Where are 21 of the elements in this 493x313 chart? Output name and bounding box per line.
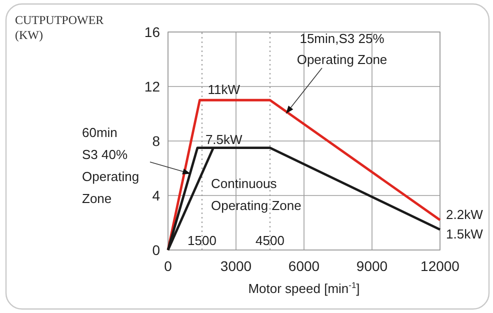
y-axis-title: CUTPUTPOWER (KW) xyxy=(15,13,104,42)
annotation: 1.5kW xyxy=(446,226,484,242)
annotation: 2.2kW xyxy=(446,207,484,222)
y-tick-label: 8 xyxy=(152,132,160,149)
x-tick-label: 6000 xyxy=(288,258,320,274)
y-tick-label: 16 xyxy=(144,24,160,40)
annotation: 60min S3 40% Operating Zone xyxy=(82,125,140,206)
annotation: 15min,S3 25% Operating Zone xyxy=(296,31,388,67)
y-tick-label: 4 xyxy=(152,187,160,204)
x-tick-label: 12000 xyxy=(420,258,460,274)
ref-line-label: 4500 xyxy=(256,233,284,248)
x-axis-title: Motor speed [min$^{-1}$] xyxy=(248,280,360,296)
x-tick-label: 0 xyxy=(164,258,172,274)
ref-line-label: 1500 xyxy=(188,233,216,248)
y-tick-label: 12 xyxy=(144,78,160,94)
x-tick-label: 9000 xyxy=(356,258,388,274)
annotation: 11kW xyxy=(208,82,241,98)
x-tick-label: 3000 xyxy=(220,258,252,274)
annotation: Continuous Operating Zone xyxy=(211,176,302,213)
annotation: 7.5kW xyxy=(205,132,244,147)
y-tick-label: 0 xyxy=(152,242,160,258)
